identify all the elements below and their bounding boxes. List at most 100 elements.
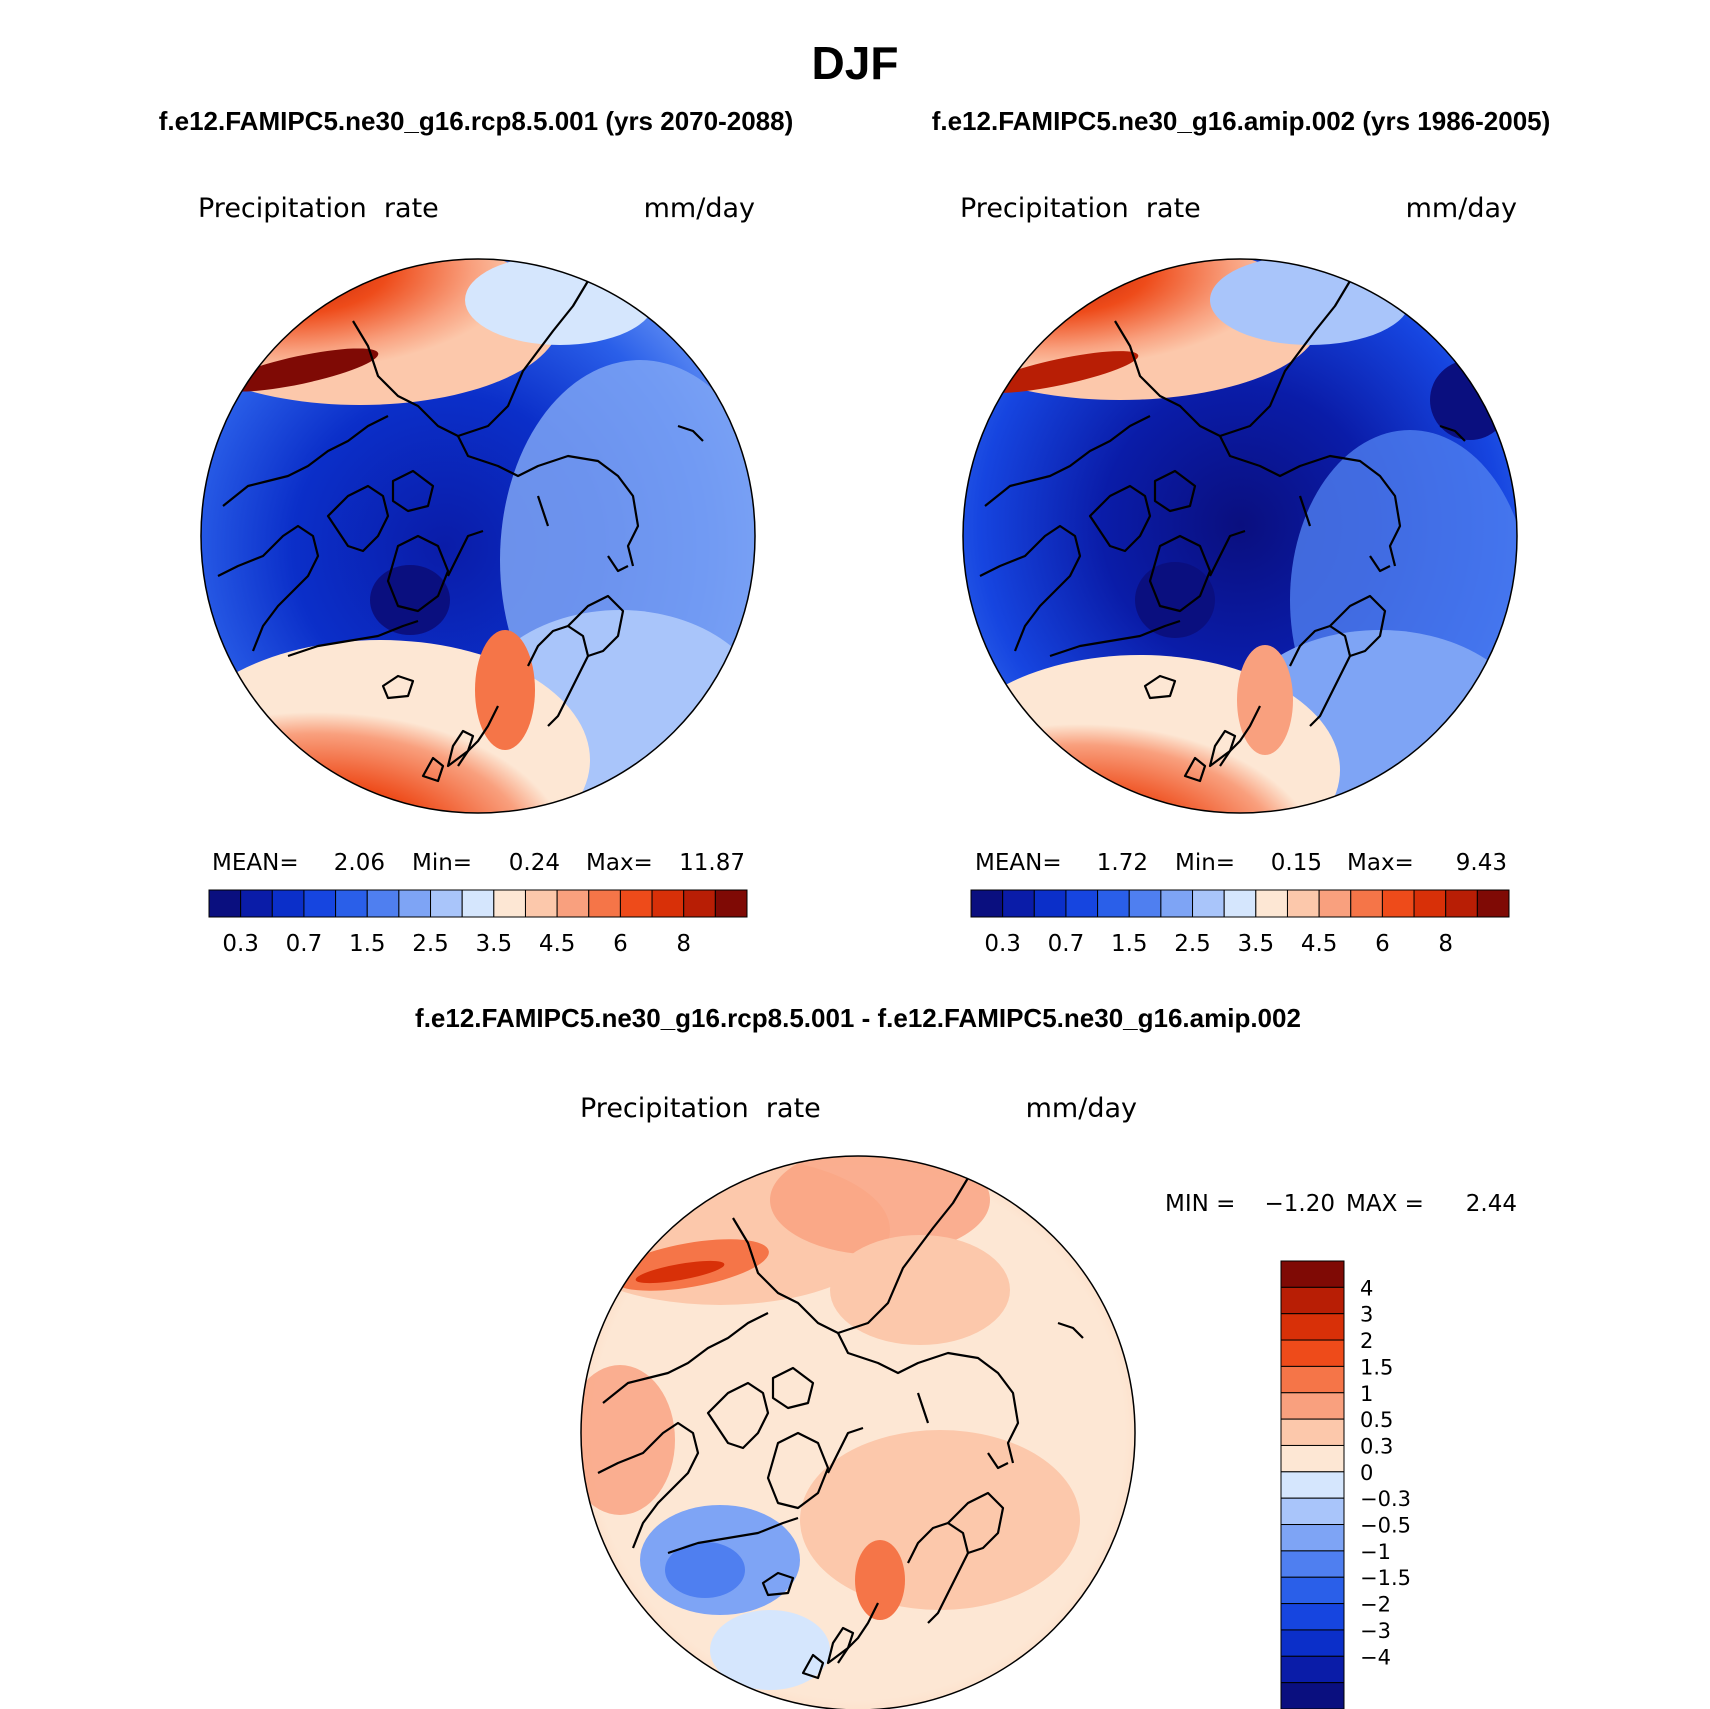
colorbar-tick-label: 4: [1360, 1276, 1373, 1300]
colorbar-tick-label: 6: [613, 931, 628, 957]
colorbar-tick-label: −1.5: [1360, 1566, 1411, 1590]
map-region-nordic: [855, 1540, 905, 1620]
diff-title: f.e12.FAMIPC5.ne30_g16.rcp8.5.001 - f.e1…: [415, 1003, 1301, 1033]
colorbar-tick-label: 1.5: [1360, 1355, 1393, 1379]
colorbar-box: [651, 889, 685, 918]
panel-case-min-label: Min=: [412, 850, 472, 876]
colorbar-box: [1280, 1629, 1345, 1657]
colorbar-box: [1280, 1339, 1345, 1367]
colorbar-box: [303, 889, 337, 918]
colorbar-box: [271, 889, 305, 918]
colorbar-box: [1318, 889, 1352, 918]
panel-control-units: mm/day: [1406, 193, 1517, 224]
panel-case-units: mm/day: [644, 193, 755, 224]
panel-diff-map-border: [580, 1155, 1136, 1709]
panel-case-mean: 2.06: [334, 850, 385, 876]
panel-diff-stats: MIN = −1.20 MAX = 2.44: [1165, 1191, 1517, 1217]
colorbar-box: [1280, 1260, 1345, 1288]
colorbar-tick-label: 0.5: [1360, 1408, 1393, 1432]
colorbar-tick-label: −1: [1360, 1540, 1391, 1564]
panel-case: Precipitation rate mm/day MEAN= 2.06 Min= 0…: [198, 193, 756, 957]
colorbar-box: [1280, 1682, 1345, 1709]
colorbar-box: [366, 889, 400, 918]
panel-control-max: 9.43: [1456, 850, 1507, 876]
colorbar-box: [1280, 1365, 1345, 1394]
colorbar-box: [1413, 889, 1447, 918]
map-region-east-min: [1430, 360, 1510, 440]
colorbar-box: [1033, 889, 1067, 918]
panel-diff-colorbar: 4 321.5 10.50.3 0−0.3 −0.5−1−1.5 −2−3−4: [1280, 1260, 1411, 1709]
map-region-russia: [830, 1235, 1010, 1345]
panel-diff-min-label: MIN =: [1165, 1191, 1235, 1217]
map-region-nordic: [1237, 645, 1293, 755]
panel-control-mean-label: MEAN=: [975, 850, 1062, 876]
map-region-pacific-storm: [221, 348, 379, 392]
map-region-pacific-peak: [635, 1260, 725, 1284]
panel-control-min: 0.15: [1271, 850, 1322, 876]
colorbar-box: [1255, 889, 1288, 918]
panel-diff-map: [581, 1156, 1135, 1709]
colorbar-box: [493, 889, 526, 918]
colorbar-box: [1476, 889, 1510, 918]
map-region-north: [770, 1156, 990, 1255]
control-title: f.e12.FAMIPC5.ne30_g16.amip.002 (yrs 198…: [932, 106, 1551, 136]
colorbar-box: [683, 889, 716, 918]
colorbar-tick-label: −0.3: [1360, 1487, 1411, 1511]
panel-diff: Precipitation rate mm/day MIN = −1.20 MAX …: [580, 1093, 1517, 1709]
map-region-pole-min: [370, 565, 450, 635]
panel-control-stats: MEAN= 1.72 Min= 0.15 Max= 9.43: [975, 850, 1507, 876]
colorbar-tick-label: 6: [1375, 931, 1390, 957]
colorbar-tick-label: 3: [1360, 1303, 1373, 1327]
map-region-america: [581, 1365, 675, 1515]
map-region-eurasia: [800, 1430, 1080, 1610]
panel-diff-units: mm/day: [1026, 1093, 1137, 1124]
colorbar-tick-label: 2.5: [412, 931, 449, 957]
panel-diff-max-label: MAX =: [1346, 1191, 1424, 1217]
colorbar-box: [1381, 889, 1415, 918]
case-title: f.e12.FAMIPC5.ne30_g16.rcp8.5.001 (yrs 2…: [159, 106, 794, 136]
colorbar-box: [1280, 1471, 1345, 1499]
colorbar-tick-label: 0: [1360, 1461, 1373, 1485]
colorbar-box: [208, 889, 242, 918]
panel-case-map: [201, 259, 755, 813]
colorbar-box: [714, 889, 748, 918]
panel-control: Precipitation rate mm/day MEAN= 1.72 Min= 0…: [960, 193, 1518, 957]
colorbar-tick-label: 0.7: [1048, 931, 1085, 957]
colorbar-box: [1065, 889, 1099, 918]
colorbar-tick-label: 3.5: [476, 931, 513, 957]
panel-control-max-label: Max=: [1347, 850, 1414, 876]
panel-control-colorbar: 0.3 0.7 1.5 2.5 3.5 4.5 6 8: [970, 889, 1510, 957]
colorbar-tick-label: 3.5: [1238, 931, 1275, 957]
colorbar-tick-label: −2: [1360, 1593, 1391, 1617]
panel-case-max-label: Max=: [586, 850, 653, 876]
colorbar-tick-label: 0.7: [286, 931, 323, 957]
colorbar-box: [1280, 1286, 1345, 1315]
colorbar-tick-label: −0.5: [1360, 1514, 1411, 1538]
colorbar-box: [240, 889, 273, 918]
map-region-pacific-storm: [981, 351, 1139, 393]
season-title: DJF: [812, 37, 899, 89]
panel-control-min-label: Min=: [1175, 850, 1235, 876]
colorbar-tick-label: 1: [1360, 1382, 1373, 1406]
colorbar-box: [1223, 889, 1257, 918]
colorbar-box: [588, 889, 621, 918]
panel-diff-max: 2.44: [1466, 1191, 1517, 1217]
map-region-pole-min: [1135, 562, 1215, 638]
colorbar-box: [461, 889, 495, 918]
colorbar-box: [1280, 1603, 1345, 1631]
colorbar-box: [524, 889, 558, 918]
panel-diff-min: −1.20: [1265, 1191, 1335, 1217]
panel-control-variable: Precipitation rate: [960, 193, 1201, 224]
colorbar-tick-label: 2: [1360, 1329, 1373, 1353]
colorbar-tick-label: 0.3: [984, 931, 1021, 957]
panel-control-mean: 1.72: [1097, 850, 1148, 876]
colorbar-tick-label: 4.5: [1301, 931, 1338, 957]
panel-diff-variable: Precipitation rate: [580, 1093, 821, 1124]
colorbar-box: [1280, 1444, 1345, 1473]
colorbar-box: [1445, 889, 1478, 918]
colorbar-box: [1280, 1418, 1345, 1446]
map-region-atlantic-edge: [710, 1610, 830, 1690]
colorbar-box: [1280, 1392, 1345, 1420]
colorbar-box: [1280, 1313, 1345, 1341]
